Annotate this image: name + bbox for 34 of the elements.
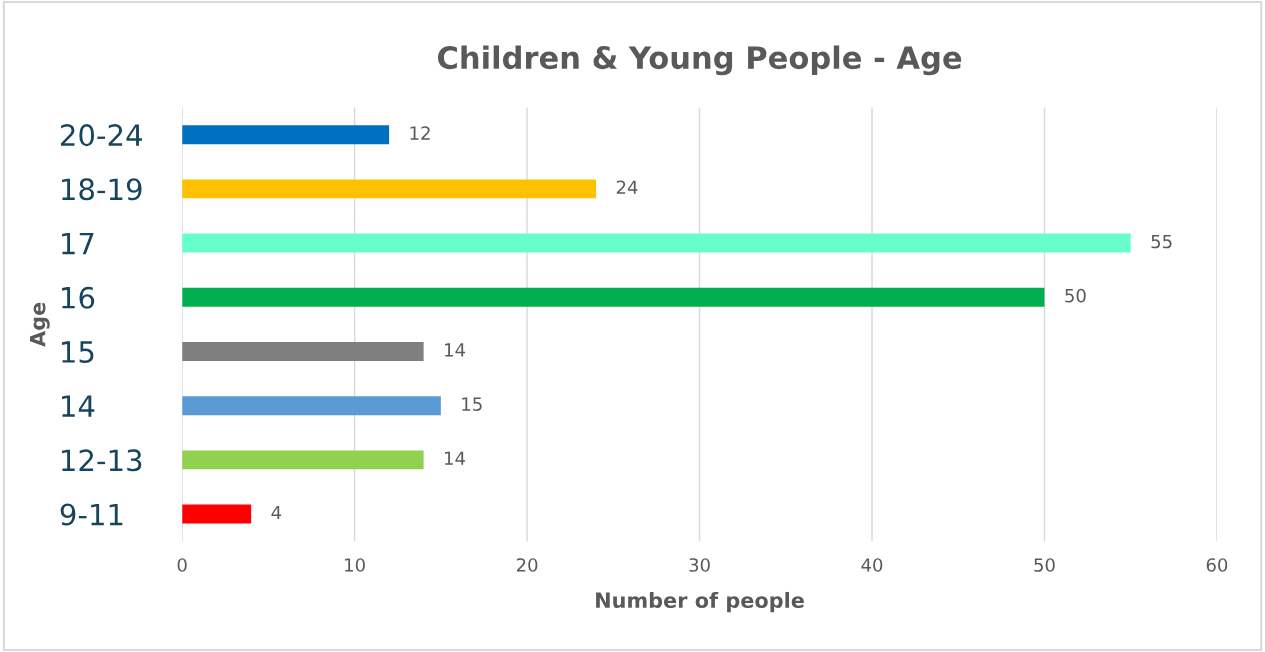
data-label: 55 [1151, 234, 1172, 249]
x-tick-label: 50 [1034, 558, 1055, 572]
y-tick-label: 12-13 [62, 449, 142, 472]
data-label: 50 [1065, 288, 1086, 303]
bar [182, 341, 424, 361]
data-label: 14 [445, 343, 466, 357]
data-label: 15 [462, 397, 482, 411]
data-label: 4 [271, 505, 282, 520]
data-label: 14 [445, 451, 466, 465]
bar [182, 504, 252, 524]
y-tick-label: 20-24 [60, 124, 142, 147]
bar [182, 287, 1045, 307]
x-tick-label: 40 [861, 558, 883, 572]
bar [182, 450, 424, 470]
y-tick-label: 18-19 [62, 178, 142, 201]
x-tick-label: 10 [345, 558, 365, 572]
x-tick-label: 30 [689, 558, 710, 572]
x-tick-label: 0 [177, 558, 187, 572]
x-tick-label: 20 [516, 558, 538, 572]
y-tick-label: 14 [62, 395, 95, 417]
bar [182, 125, 390, 145]
bar [182, 233, 1131, 253]
data-label: 24 [616, 180, 638, 194]
y-tick-label: 16 [62, 286, 95, 309]
chart-title: Children & Young People - Age [437, 45, 962, 76]
bar [182, 396, 441, 416]
bar [182, 179, 597, 199]
y-tick-label: 9-11 [60, 503, 123, 526]
y-tick-label: 15 [62, 341, 94, 363]
x-tick-label: 60 [1206, 558, 1228, 572]
y-axis-title: Age [30, 302, 50, 347]
y-tick-label: 17 [62, 232, 94, 255]
x-axis-title: Number of people [596, 591, 804, 613]
data-label: 12 [410, 126, 430, 140]
